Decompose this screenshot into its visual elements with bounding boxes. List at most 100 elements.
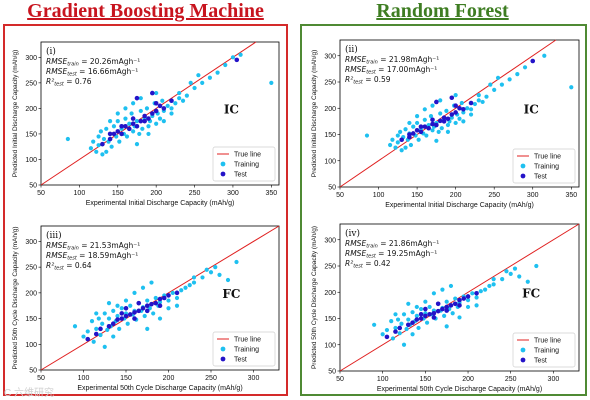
training-point [399,148,404,153]
x-tick-label: 250 [205,375,217,382]
test-point [431,310,437,316]
training-point [389,319,394,324]
training-point [137,131,142,137]
training-point [119,306,124,311]
legend-test-swatch [220,356,226,362]
legend-label: Test [234,357,247,364]
training-point [453,120,458,126]
training-point [424,320,430,325]
training-point [424,133,429,138]
x-tick-label: 350 [265,190,277,197]
training-point [512,266,518,271]
test-point [107,131,113,137]
test-point [149,301,154,307]
panel-label: (iv) [345,228,360,239]
test-point [449,112,455,117]
legend-training-swatch [520,163,526,169]
training-point [408,142,414,148]
test-point [435,308,441,314]
legend-label: Training [534,348,559,355]
training-point [174,295,180,301]
training-point [125,321,130,326]
y-tick-label: 300 [25,55,37,62]
x-tick-label: 300 [227,190,239,197]
training-point [187,283,192,288]
training-point [183,285,188,290]
training-point [140,285,146,290]
test-point [461,296,467,301]
x-tick-label: 150 [112,190,124,197]
training-point [380,332,385,337]
dataset-tag: IC [224,103,239,117]
training-point [465,304,471,310]
training-point [416,325,421,331]
test-point [146,116,151,121]
training-point [450,311,455,316]
stat-line: RMSEtest = 16.66mAgh⁻¹ [46,67,138,78]
training-point [448,283,454,289]
y-tick-label: 200 [324,290,336,297]
training-point [179,288,184,293]
test-point [126,126,132,132]
training-point [393,325,398,331]
legend-label: Test [534,358,547,365]
training-point [85,329,90,334]
test-point [461,107,466,112]
training-point [487,283,492,289]
training-point [170,290,175,295]
y-axis-label: Predicted 50th Cycle Discharge Capacity … [12,226,19,369]
training-point [207,75,213,80]
training-point [129,111,134,116]
training-point [517,274,522,279]
training-point [223,62,228,68]
training-point [72,324,78,329]
y-tick-label: 300 [324,53,336,60]
training-point [91,139,96,144]
training-point [445,129,451,134]
training-point [418,306,424,312]
training-point [81,334,86,339]
test-point [157,296,163,302]
training-point [364,133,370,138]
test-point [430,117,435,123]
test-point [384,334,390,340]
training-point [134,119,140,124]
training-point [115,111,120,116]
training-point [192,85,197,91]
test-point [140,305,146,311]
test-point [441,119,447,124]
test-point [153,100,159,106]
test-point [119,123,124,129]
stat-line: R²test = 0.42 [345,259,391,270]
x-tick-label: 200 [150,190,162,197]
training-point [161,119,166,124]
training-point [269,80,274,85]
training-point [474,303,479,308]
training-point [146,124,151,129]
training-point [395,140,400,145]
training-point [225,277,231,283]
training-point [191,275,197,280]
test-point [410,320,415,325]
x-tick-label: 100 [377,376,389,383]
training-point [169,111,174,116]
training-point [569,85,574,90]
training-point [140,126,145,131]
x-tick-label: 200 [450,192,462,199]
test-point [434,122,439,128]
test-point [107,136,113,142]
x-tick-label: 300 [248,375,260,382]
x-axis-label: Experimental Initial Discharge Capacity … [86,200,235,207]
test-point [474,291,479,296]
legend-label: Training [234,347,259,354]
y-tick-label: 250 [25,80,37,87]
y-tick-label: 100 [324,342,336,349]
training-point [127,121,132,126]
y-tick-label: 150 [25,316,37,323]
test-point [150,111,155,116]
training-point [439,126,444,131]
test-point [435,301,441,307]
training-point [146,131,151,137]
training-point [191,280,197,285]
panel-label: (i) [46,46,56,57]
